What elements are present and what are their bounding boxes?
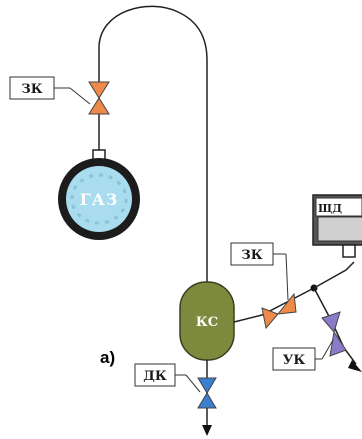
gas-cylinder: ГАЗ [58, 158, 140, 240]
drain-arrow [202, 425, 212, 436]
uk-outlet-arrow [348, 360, 362, 372]
shchd-label: ЩД [318, 202, 342, 215]
dk-label: ДК [134, 363, 201, 393]
gas-label: ГАЗ [80, 190, 119, 209]
uk-label-text: УК [283, 353, 306, 368]
zk-top-label: ЗК [9, 76, 91, 105]
ks-outlet-pipe [233, 287, 315, 323]
zk-right-label-text: ЗК [241, 248, 262, 263]
shchd-gauge: ЩД [312, 194, 362, 258]
uk-label: УК [272, 339, 334, 371]
zk-valve-top [88, 81, 110, 115]
figure-letter: а) [100, 348, 115, 367]
main-pipe [98, 5, 208, 282]
dk-label-text: ДК [143, 369, 167, 384]
zk-valve-right [261, 292, 297, 330]
uk-pipe [313, 287, 357, 365]
ks-label: КС [196, 315, 218, 330]
dk-valve [197, 377, 217, 409]
gauge-pipe [313, 261, 355, 289]
ks-vessel: КС [179, 281, 235, 361]
zk-right-label: ЗК [230, 242, 289, 301]
uk-valve [321, 311, 347, 357]
zk-top-label-text: ЗК [21, 82, 42, 97]
